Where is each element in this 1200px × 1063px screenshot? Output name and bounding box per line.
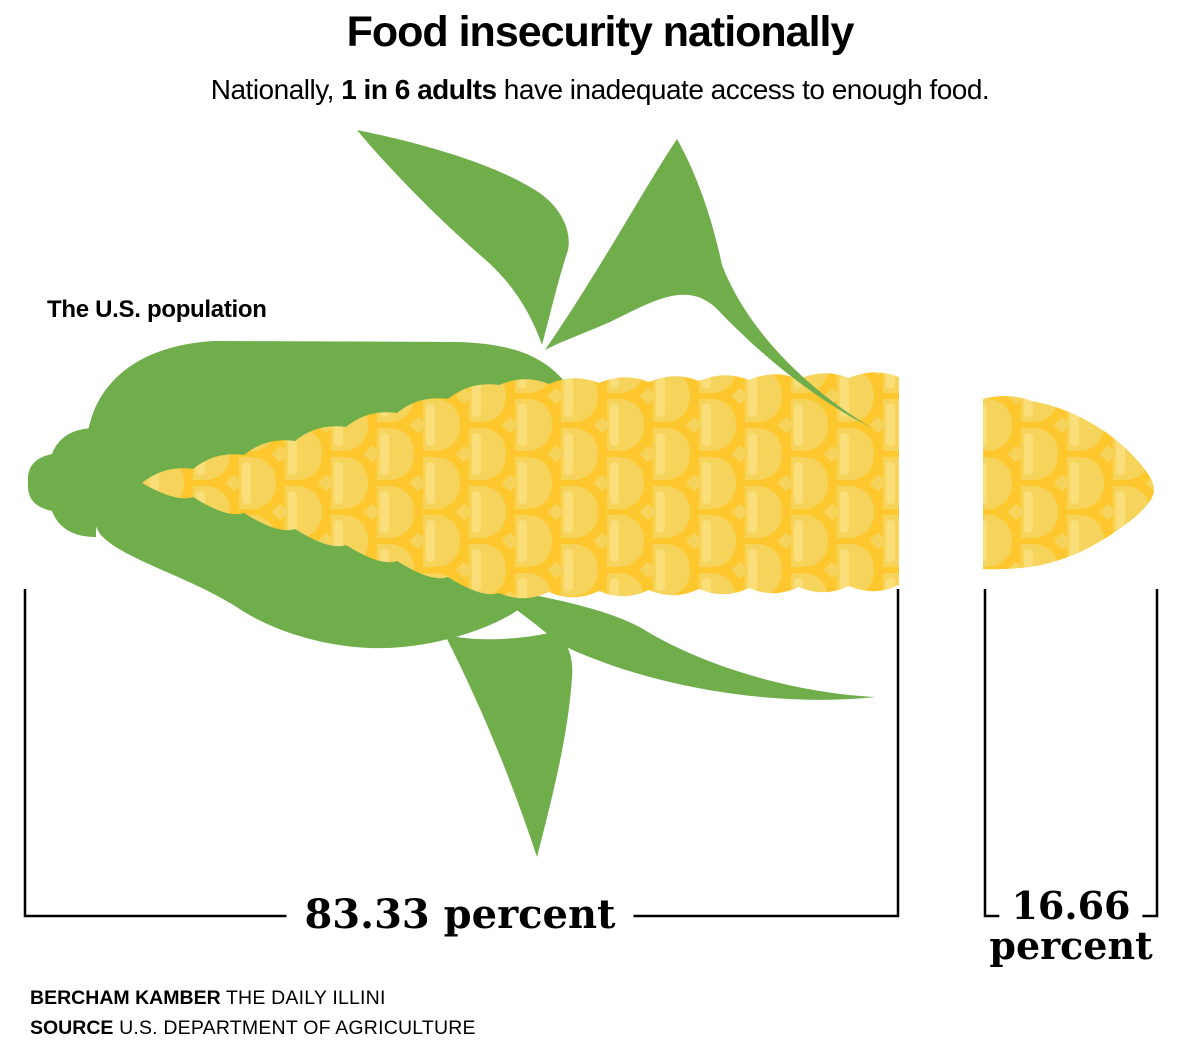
source-line: SOURCE U.S. DEPARTMENT OF AGRICULTURE [30,1014,476,1044]
small-segment-value: 16.66 [999,886,1143,926]
byline: BERCHAM KAMBER THE DAILY ILLINI [30,984,476,1014]
subtitle-suffix: have inadequate access to enough food. [496,74,990,105]
population-label: The U.S. population [47,296,267,323]
small-segment-unit: percent [989,923,1153,968]
credits: BERCHAM KAMBER THE DAILY ILLINI SOURCE U… [30,984,476,1043]
subtitle-highlight: 1 in 6 adults [341,74,497,105]
source-label: SOURCE [30,1016,114,1039]
page-title: Food insecurity nationally [346,8,855,56]
kernel-piece-small [983,395,1154,570]
husk-leaf-top-large [357,130,569,345]
kernel-piece-large [142,372,899,599]
subtitle-prefix: Nationally, [210,74,342,105]
byline-name: BERCHAM KAMBER [30,987,221,1009]
corn-stem [28,428,96,537]
source-name: U.S. DEPARTMENT OF AGRICULTURE [119,1016,476,1039]
husk-leaf-bottom-crescent [480,585,876,700]
bracket-small [983,589,1159,918]
small-segment-label: 16.66 percent [989,886,1152,966]
byline-org: THE DAILY ILLINI [225,987,386,1009]
large-segment-label: 83.33 percent [286,890,634,940]
subtitle: Nationally, 1 in 6 adults have inadequat… [0,72,1200,108]
husk-leaf-top-thin [545,139,872,428]
husk-leaf-bottom-tail [445,632,573,857]
